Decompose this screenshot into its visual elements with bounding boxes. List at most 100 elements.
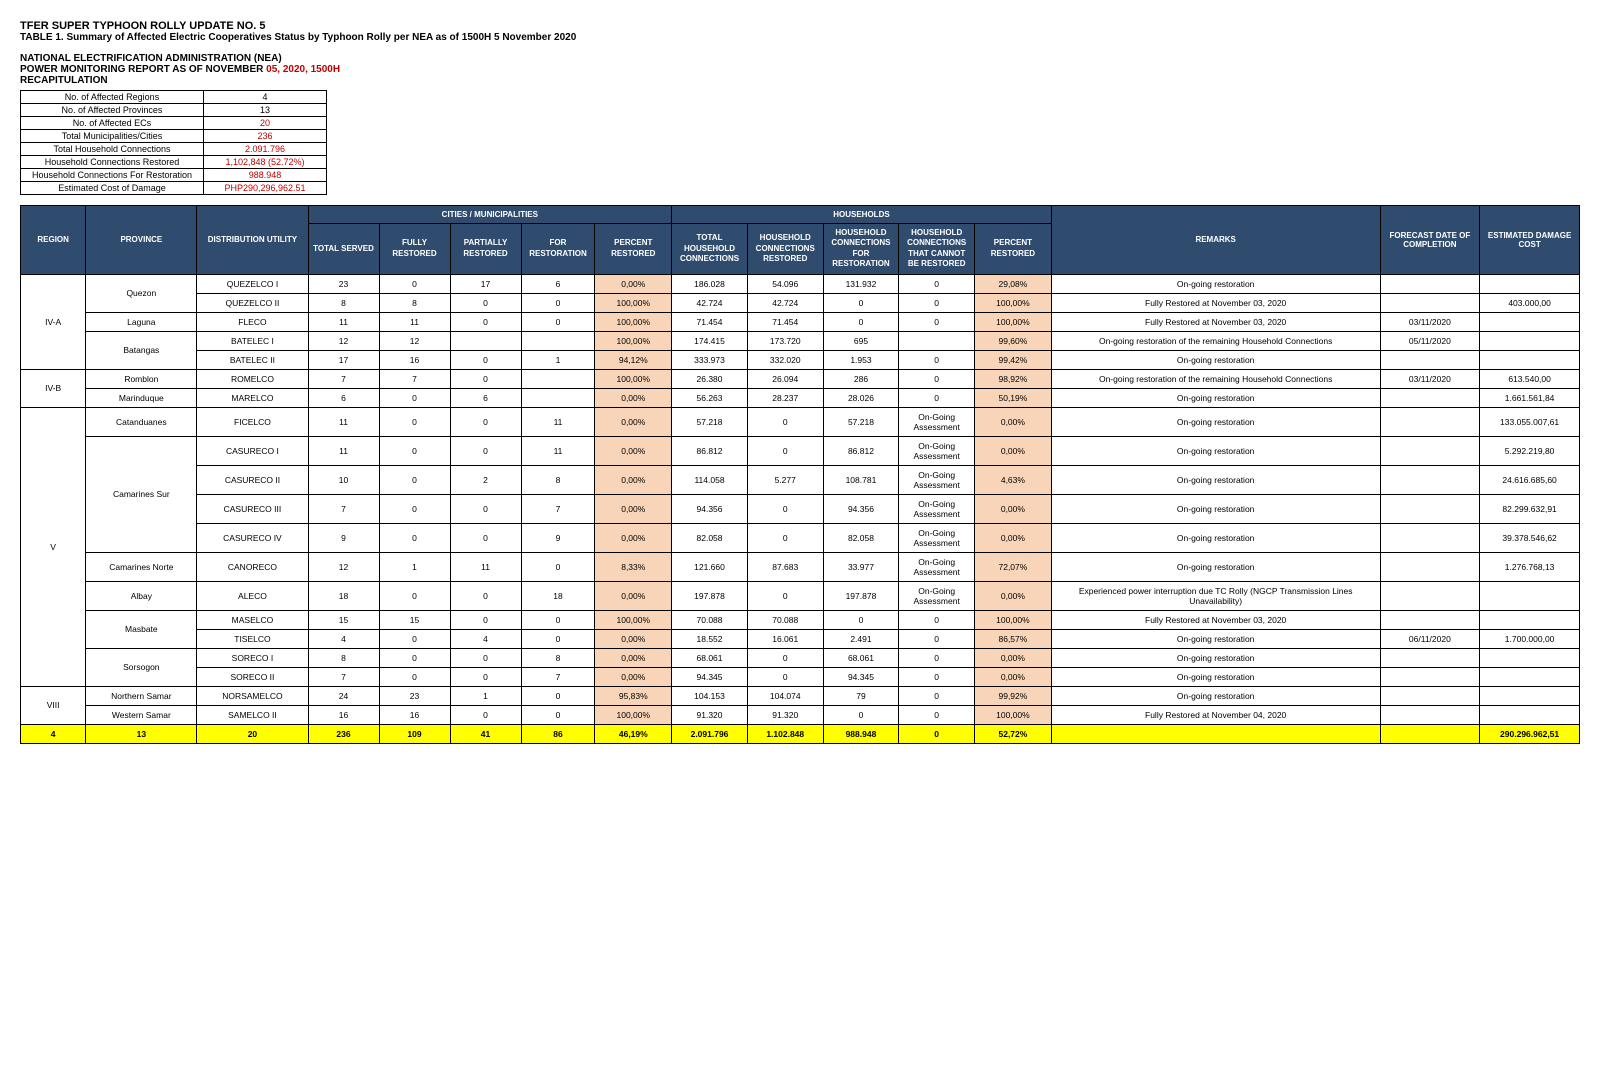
table-cell: 7 [521,494,595,523]
recap-table: No. of Affected Regions4No. of Affected … [20,90,327,195]
recap-value: 988.948 [204,169,327,182]
table-cell: 87.683 [747,552,823,581]
table-cell: 0 [379,436,450,465]
table-cell: 16 [379,705,450,724]
table-cell: IV-B [21,369,86,407]
table-cell: 99,92% [975,686,1052,705]
table-cell: 82.299.632,91 [1480,494,1580,523]
table-cell: 9 [521,523,595,552]
table-cell: 1.102.848 [747,724,823,743]
table-cell: 8,33% [595,552,672,581]
table-cell: Northern Samar [86,686,197,705]
table-row: VCatanduanesFICELCO1100110,00%57.218057.… [21,407,1580,436]
table-cell: 0 [823,312,899,331]
table-cell: 4 [450,629,521,648]
table-row: TISELCO40400,00%18.55216.0612.491086,57%… [21,629,1580,648]
table-cell: 0 [521,312,595,331]
table-cell: 0,00% [595,494,672,523]
table-cell: 11 [308,436,379,465]
table-cell: 104.074 [747,686,823,705]
table-cell: FLECO [197,312,308,331]
table-cell: 0 [379,388,450,407]
table-cell: 29,08% [975,274,1052,293]
table-cell: 0 [899,648,975,667]
table-cell: 197.878 [672,581,748,610]
table-cell [1480,312,1580,331]
table-cell: 39.378.546,62 [1480,523,1580,552]
table-cell: 2 [450,465,521,494]
table-cell: 2.491 [823,629,899,648]
table-cell: 695 [823,331,899,350]
table-cell: 71.454 [672,312,748,331]
table-cell: 99,42% [975,350,1052,369]
table-cell: 8 [521,465,595,494]
table-cell [1480,667,1580,686]
table-cell: On-Going Assessment [899,552,975,581]
table-cell: 332.020 [747,350,823,369]
table-cell: Western Samar [86,705,197,724]
table-cell: 0 [379,523,450,552]
table-cell: On-going restoration [1051,648,1380,667]
page-title-2: TABLE 1. Summary of Affected Electric Co… [20,32,1580,43]
table-cell: 0 [450,407,521,436]
table-cell: 174.415 [672,331,748,350]
table-row: VIIINorthern SamarNORSAMELCO24231095,83%… [21,686,1580,705]
table-cell: 70.088 [747,610,823,629]
table-cell: On-going restoration of the remaining Ho… [1051,369,1380,388]
table-cell: V [21,407,86,686]
table-cell: 0 [899,293,975,312]
table-cell [1380,293,1480,312]
recap-value: 236 [204,130,327,143]
table-cell [1480,686,1580,705]
table-cell [1380,667,1480,686]
table-cell: 0 [521,705,595,724]
table-cell: 94,12% [595,350,672,369]
table-cell: 94.356 [823,494,899,523]
table-cell [1380,610,1480,629]
table-cell: 4 [308,629,379,648]
table-cell: 52,72% [975,724,1052,743]
table-cell: 7 [308,369,379,388]
table-cell: 18 [308,581,379,610]
table-cell [1380,686,1480,705]
table-cell: 0 [899,388,975,407]
table-cell: 03/11/2020 [1380,312,1480,331]
table-cell: 100,00% [975,312,1052,331]
table-cell: 0 [899,312,975,331]
table-cell: 114.058 [672,465,748,494]
table-cell: BATELEC II [197,350,308,369]
table-cell: 1.700.000,00 [1480,629,1580,648]
table-cell: 0 [899,667,975,686]
table-cell: 91.320 [672,705,748,724]
table-cell: 0,00% [595,388,672,407]
table-cell: 82.058 [823,523,899,552]
table-cell: On-going restoration [1051,465,1380,494]
table-cell [1380,724,1480,743]
table-cell: 236 [308,724,379,743]
table-cell [1380,436,1480,465]
table-row: IV-AQuezonQUEZELCO I2301760,00%186.02854… [21,274,1580,293]
table-cell: 0,00% [975,407,1052,436]
table-row: CASURECO III70070,00%94.356094.356On-Goi… [21,494,1580,523]
table-cell: 26.380 [672,369,748,388]
table-cell: 0 [521,610,595,629]
table-cell: 11 [521,407,595,436]
recap-value: 4 [204,91,327,104]
table-cell: 23 [308,274,379,293]
table-cell [1480,274,1580,293]
table-cell: 1.661.561,84 [1480,388,1580,407]
table-cell: On-going restoration [1051,494,1380,523]
table-cell: 0 [450,494,521,523]
table-cell: 0 [899,369,975,388]
title4-pre: POWER MONITORING REPORT AS OF NOVEMBER [20,64,263,75]
table-cell: 11 [379,312,450,331]
table-cell: 11 [521,436,595,465]
table-cell: 100,00% [595,610,672,629]
table-cell: 100,00% [595,369,672,388]
table-cell: 100,00% [595,293,672,312]
table-cell: Albay [86,581,197,610]
table-cell: 8 [379,293,450,312]
table-cell: 72,07% [975,552,1052,581]
recap-value: PHP290,296,962.51 [204,182,327,195]
table-cell: 0 [899,724,975,743]
